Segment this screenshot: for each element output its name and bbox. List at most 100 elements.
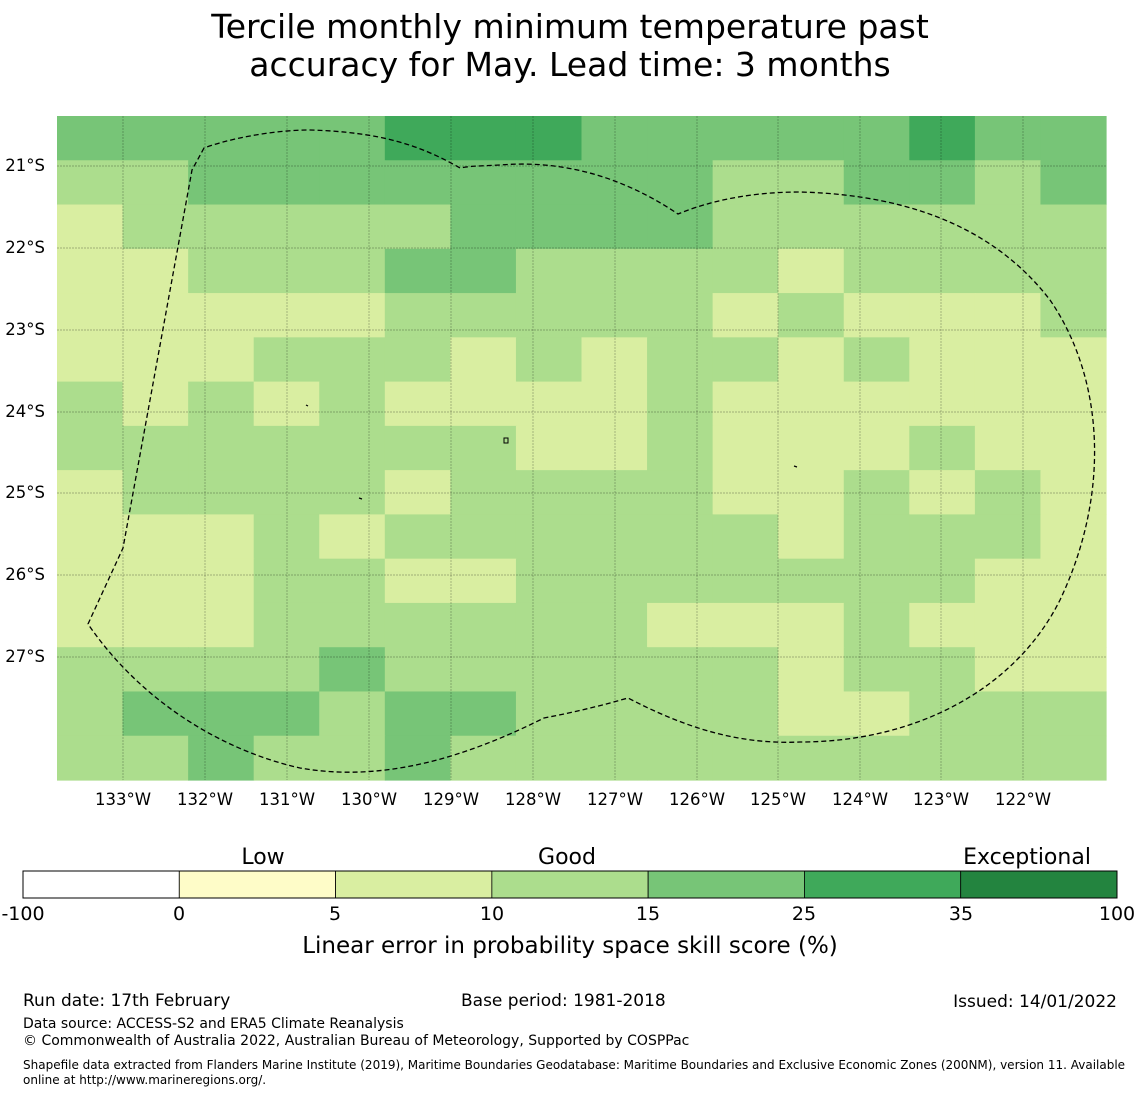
grid-cell	[909, 381, 976, 427]
grid-cell	[384, 248, 451, 294]
run-date: Run date: 17th February	[23, 991, 231, 1011]
grid-cell	[122, 735, 189, 781]
colorbar-tick-label: 15	[636, 903, 660, 925]
grid-cell	[1040, 470, 1107, 515]
lat-tick-label: 27°S	[5, 647, 45, 666]
grid-cell	[778, 337, 845, 383]
grid-cell	[450, 337, 517, 383]
grid-cell	[515, 116, 583, 161]
grid-cell	[909, 160, 976, 206]
grid-cell	[1040, 647, 1107, 693]
grid-cell	[581, 470, 648, 515]
lon-tick-label: 130°W	[341, 790, 397, 809]
grid-cell	[778, 470, 845, 515]
grid-cell	[647, 293, 714, 338]
grid-cell	[712, 647, 779, 693]
grid-cell	[122, 293, 189, 338]
grid-cell	[450, 735, 517, 781]
grid-cell	[188, 337, 255, 383]
grid-cell	[450, 602, 517, 648]
lon-tick-label: 131°W	[259, 790, 315, 809]
grid-cell	[450, 425, 517, 471]
grid-cell	[909, 647, 976, 693]
grid-cell	[581, 425, 648, 471]
grid-cell	[581, 381, 648, 427]
grid-cell	[843, 337, 910, 383]
grid-cell	[1040, 602, 1107, 648]
grid-cell	[647, 381, 714, 427]
colorbar-tick-label: 35	[949, 903, 973, 925]
grid-cell	[581, 691, 648, 737]
grid-cell	[909, 204, 976, 250]
grid-cell	[974, 204, 1042, 250]
grid-cell	[515, 558, 583, 604]
grid-cell	[974, 647, 1042, 693]
grid-cell	[57, 337, 124, 383]
grid-cell	[974, 514, 1042, 560]
colorbar: Low Good Exceptional -100 0 5 10 15 25 3…	[1, 845, 1135, 959]
grid-cell	[57, 160, 124, 206]
grid-cell	[1040, 204, 1107, 250]
colorbar-tick-labels: -100 0 5 10 15 25 35 100	[1, 903, 1135, 925]
grid-cell	[384, 558, 451, 604]
grid-cell	[384, 647, 451, 693]
grid-cell	[253, 558, 320, 604]
grid-cell	[450, 514, 517, 560]
grid-cell	[188, 647, 255, 693]
lon-tick-label: 129°W	[423, 790, 479, 809]
grid-cell	[712, 470, 779, 515]
grid-cell	[122, 337, 189, 383]
grid-cell	[778, 514, 845, 560]
grid-cell	[843, 248, 910, 294]
grid-cell	[1040, 514, 1107, 560]
grid-cell	[778, 735, 845, 781]
lon-tick-label: 124°W	[832, 790, 888, 809]
colorbar-tick-label: -100	[1, 903, 44, 925]
grid-cell	[515, 381, 583, 427]
colorbar-frame	[22, 870, 1118, 899]
grid-cell	[253, 116, 320, 161]
grid-cell	[647, 160, 714, 206]
shapefile-credit: Shapefile data extracted from Flanders M…	[23, 1058, 1125, 1088]
latitude-tick-labels: 21°S 22°S 23°S 24°S 25°S 26°S 27°S	[5, 156, 45, 666]
grid-cell	[188, 381, 255, 427]
grid-cell	[843, 558, 910, 604]
grid-cell	[712, 691, 779, 737]
grid-cell	[1040, 248, 1107, 294]
grid-cell	[974, 425, 1042, 471]
grid-cell	[843, 602, 910, 648]
grid-cell	[253, 160, 320, 206]
grid-cell	[450, 116, 517, 161]
grid-cell	[647, 470, 714, 515]
grid-cell	[843, 160, 910, 206]
grid-cell	[778, 248, 845, 294]
grid-cell	[122, 514, 189, 560]
grid-cell	[122, 160, 189, 206]
grid-cell	[253, 735, 320, 781]
grid-cell	[384, 160, 451, 206]
grid-cell	[57, 248, 124, 294]
lon-tick-label: 125°W	[750, 790, 806, 809]
grid-cell	[122, 248, 189, 294]
grid-cell	[909, 470, 976, 515]
grid-cell	[712, 425, 779, 471]
grid-cell	[57, 470, 124, 515]
grid-cell	[909, 602, 976, 648]
grid-cell	[581, 647, 648, 693]
issued-date: Issued: 14/01/2022	[953, 992, 1117, 1012]
grid-cell	[581, 514, 648, 560]
island-outline	[503, 437, 509, 444]
grid-cell	[384, 204, 451, 250]
lon-tick-label: 122°W	[995, 790, 1051, 809]
grid-cell	[712, 381, 779, 427]
grid-cell	[253, 470, 320, 515]
grid-cell	[188, 691, 255, 737]
grid-cell	[974, 602, 1042, 648]
grid-cell	[647, 558, 714, 604]
grid-cell	[647, 735, 714, 781]
data-source: Data source: ACCESS-S2 and ERA5 Climate …	[23, 1016, 404, 1032]
grid-cell	[515, 248, 583, 294]
colorbar-category-labels: Low Good Exceptional	[241, 845, 1091, 870]
island-outline	[305, 404, 309, 407]
grid-cell	[450, 558, 517, 604]
